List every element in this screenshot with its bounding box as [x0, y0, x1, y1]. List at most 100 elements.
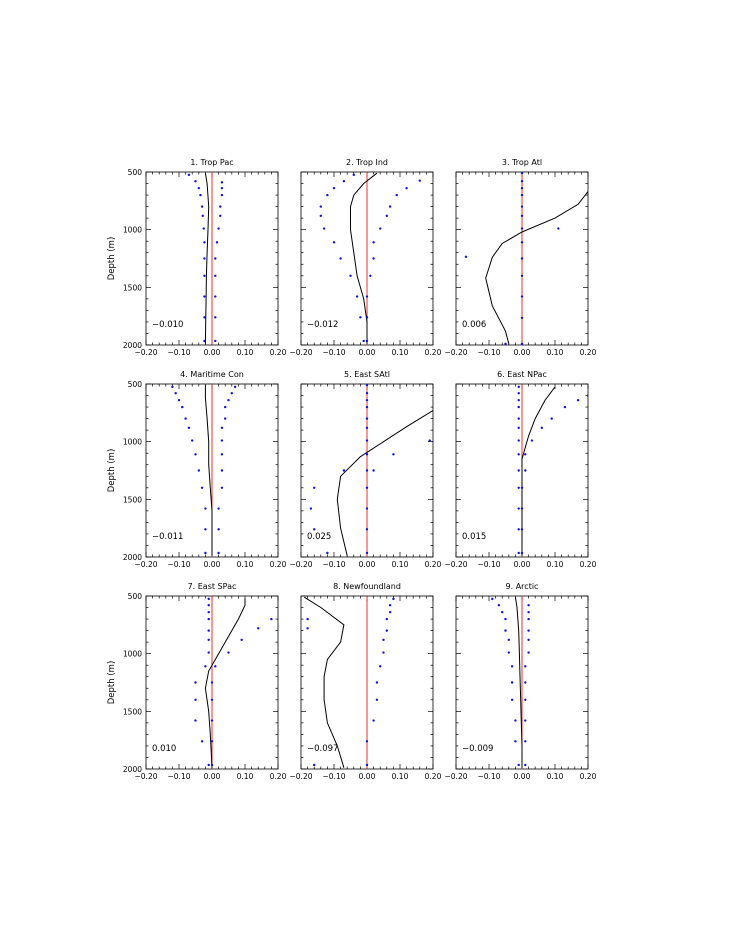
spread-dot [217, 227, 220, 230]
spread-dot [520, 316, 524, 320]
spread-dot [342, 180, 346, 183]
panel-title: 2. Trop Ind [346, 158, 388, 167]
spread-dot [524, 681, 527, 684]
spread-dot [550, 417, 553, 420]
panel-title: 8. Newfoundland [333, 582, 401, 591]
spread-dot [207, 597, 210, 601]
x-tick-label: 0.20 [425, 772, 442, 781]
spread-dot [214, 665, 217, 668]
spread-dot [527, 651, 530, 654]
spread-dot [332, 241, 336, 244]
spread-dot [214, 274, 217, 277]
spread-dot [194, 719, 197, 722]
spread-dot [527, 610, 530, 614]
panel-4: 4. Maritime Con −0.20 −0.10 0.00 0.10 0.20 500… [107, 370, 287, 569]
spread-dot [365, 469, 369, 472]
y-tick-label: 1500 [123, 707, 142, 716]
x-tick-label: −0.20 [445, 772, 468, 781]
spread-dot [309, 507, 313, 510]
spread-dot [388, 604, 392, 607]
spread-dot [220, 193, 224, 197]
spread-dot [191, 439, 194, 442]
x-tick-label: 0.00 [359, 772, 376, 781]
spread-dot [207, 604, 210, 607]
spread-dot [365, 528, 369, 531]
spread-dot [194, 180, 197, 183]
spread-dot [352, 173, 355, 177]
spread-dot [365, 740, 369, 743]
panel-title: 3. Trop Atl [502, 158, 542, 167]
panel-title: 7. East SPac [188, 582, 237, 591]
spread-dot [199, 193, 202, 197]
spread-dot [524, 719, 527, 722]
panel-title: 9. Arctic [506, 582, 539, 591]
spread-dot [365, 339, 369, 343]
panel-statistic: −0.012 [307, 320, 338, 330]
spread-dot [200, 205, 204, 208]
spread-dot [365, 439, 369, 442]
spread-dot [517, 507, 520, 510]
spread-dot [507, 651, 510, 654]
spread-dot [200, 740, 204, 743]
spread-dot [379, 665, 382, 668]
spread-dot [332, 186, 336, 190]
spread-dot [210, 719, 214, 722]
spread-dot [576, 398, 580, 402]
spread-dot [204, 528, 207, 531]
spread-dot [418, 179, 421, 182]
spread-dot [372, 719, 375, 722]
spread-dot [520, 193, 524, 197]
panel-data [194, 597, 273, 768]
spread-dot [501, 610, 504, 614]
panel-statistic: −0.097 [307, 744, 338, 754]
spread-dot [520, 227, 524, 230]
spread-dot [359, 316, 362, 319]
profile-line [304, 596, 345, 768]
spread-dot [365, 392, 369, 395]
panel-title: 1. Trop Pac [190, 158, 233, 167]
spread-dot [520, 486, 524, 489]
spread-dot [504, 629, 507, 632]
spread-dot [524, 453, 527, 456]
y-tick-label: 500 [128, 592, 143, 601]
spread-dot [313, 486, 316, 489]
y-axis-label: Depth (m) [107, 661, 117, 705]
spread-dot [207, 638, 210, 642]
spread-dot [319, 214, 322, 218]
spread-dot [520, 241, 524, 244]
y-tick-label: 500 [128, 168, 143, 177]
y-tick-label: 1500 [123, 283, 142, 292]
spread-dot [491, 597, 494, 601]
spread-dot [365, 295, 369, 298]
spread-dot [372, 469, 375, 472]
profile-line [204, 173, 210, 344]
panel-data [304, 596, 395, 768]
spread-dot [520, 257, 524, 260]
spread-dot [586, 394, 588, 397]
spread-dot [385, 617, 388, 621]
profile-line [350, 172, 378, 344]
spread-dot [520, 186, 524, 190]
panel-title: 5. East SAtl [344, 370, 390, 379]
spread-dot [306, 627, 309, 630]
panel-statistic: −0.011 [152, 532, 183, 542]
x-tick-label: 0.20 [580, 348, 597, 357]
x-tick-label: −0.10 [478, 560, 501, 569]
spread-dot [184, 417, 187, 420]
spread-dot [382, 638, 385, 642]
panel-2: 2. Trop Ind −0.20 −0.10 0.00 0.10 0.20 −0.012 [290, 158, 442, 357]
panel-9: 9. Arctic −0.20 −0.10 0.00 0.10 0.20 −0.009 [445, 582, 597, 781]
spread-dot [313, 528, 316, 531]
x-tick-label: 0.20 [425, 348, 442, 357]
x-tick-label: 0.10 [547, 772, 564, 781]
spread-dot [382, 651, 385, 654]
spread-dot [520, 295, 524, 298]
spread-dot [224, 405, 227, 409]
spread-dot [210, 681, 214, 684]
spread-dot [171, 385, 174, 389]
x-tick-label: 0.20 [425, 560, 442, 569]
y-tick-label: 1500 [123, 495, 142, 504]
spread-dot [527, 617, 530, 621]
spread-dot [517, 417, 520, 420]
